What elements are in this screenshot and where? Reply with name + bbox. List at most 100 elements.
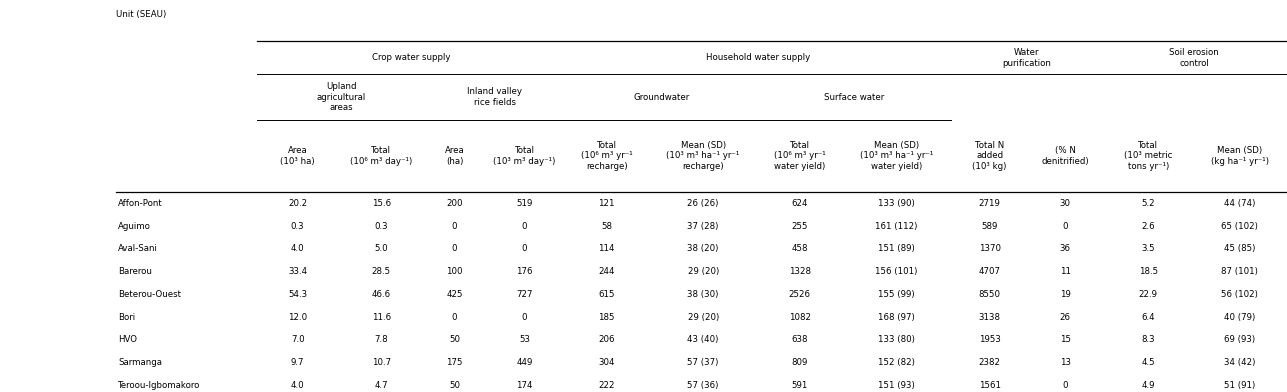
Text: 458: 458 xyxy=(792,245,808,253)
Text: 6.4: 6.4 xyxy=(1142,313,1154,321)
Text: 20.2: 20.2 xyxy=(288,199,308,208)
Text: 40 (79): 40 (79) xyxy=(1224,313,1256,321)
Text: Upland
agricultural
areas: Upland agricultural areas xyxy=(317,82,366,112)
Text: 1370: 1370 xyxy=(978,245,1000,253)
Text: 152 (82): 152 (82) xyxy=(878,358,915,367)
Text: 15: 15 xyxy=(1059,336,1071,344)
Text: 185: 185 xyxy=(598,313,615,321)
Text: Crop water supply: Crop water supply xyxy=(372,53,450,62)
Text: Mean (SD)
(kg ha⁻¹ yr⁻¹): Mean (SD) (kg ha⁻¹ yr⁻¹) xyxy=(1211,146,1269,165)
Text: 36: 36 xyxy=(1059,245,1071,253)
Text: 50: 50 xyxy=(449,381,459,390)
Text: 174: 174 xyxy=(516,381,533,390)
Text: Unit (SEAU): Unit (SEAU) xyxy=(116,10,166,19)
Text: 58: 58 xyxy=(601,222,613,230)
Text: 200: 200 xyxy=(447,199,463,208)
Text: 2382: 2382 xyxy=(978,358,1000,367)
Text: 176: 176 xyxy=(516,267,533,276)
Text: 0.3: 0.3 xyxy=(291,222,305,230)
Text: 7.0: 7.0 xyxy=(291,336,305,344)
Text: Inland valley
rice fields: Inland valley rice fields xyxy=(467,87,523,107)
Text: Total N
added
(10³ kg): Total N added (10³ kg) xyxy=(973,141,1006,171)
Text: 809: 809 xyxy=(792,358,808,367)
Text: Aguimo: Aguimo xyxy=(118,222,152,230)
Text: 1082: 1082 xyxy=(789,313,811,321)
Text: 0: 0 xyxy=(452,222,457,230)
Text: Area
(ha): Area (ha) xyxy=(445,146,465,165)
Text: 156 (101): 156 (101) xyxy=(875,267,918,276)
Text: 624: 624 xyxy=(792,199,808,208)
Text: Aval-Sani: Aval-Sani xyxy=(118,245,158,253)
Text: HVO: HVO xyxy=(118,336,138,344)
Text: 304: 304 xyxy=(598,358,615,367)
Text: 133 (90): 133 (90) xyxy=(878,199,915,208)
Text: 4.7: 4.7 xyxy=(375,381,389,390)
Text: 7.8: 7.8 xyxy=(375,336,389,344)
Text: 5.0: 5.0 xyxy=(375,245,389,253)
Text: 37 (28): 37 (28) xyxy=(687,222,719,230)
Text: 155 (99): 155 (99) xyxy=(878,290,915,299)
Text: 727: 727 xyxy=(516,290,533,299)
Text: 151 (93): 151 (93) xyxy=(878,381,915,390)
Text: 1953: 1953 xyxy=(978,336,1000,344)
Text: 87 (101): 87 (101) xyxy=(1221,267,1259,276)
Text: 19: 19 xyxy=(1059,290,1071,299)
Text: 100: 100 xyxy=(447,267,463,276)
Text: Total
(10⁶ m³ day⁻¹): Total (10⁶ m³ day⁻¹) xyxy=(350,146,412,165)
Text: 57 (37): 57 (37) xyxy=(687,358,719,367)
Text: Mean (SD)
(10³ m³ ha⁻¹ yr⁻¹
recharge): Mean (SD) (10³ m³ ha⁻¹ yr⁻¹ recharge) xyxy=(667,141,740,171)
Text: Total
(10³ m³ day⁻¹): Total (10³ m³ day⁻¹) xyxy=(493,146,556,165)
Text: 18.5: 18.5 xyxy=(1139,267,1158,276)
Text: 33.4: 33.4 xyxy=(288,267,308,276)
Text: 30: 30 xyxy=(1059,199,1071,208)
Text: 53: 53 xyxy=(519,336,530,344)
Text: 425: 425 xyxy=(447,290,463,299)
Text: 206: 206 xyxy=(598,336,615,344)
Text: 133 (80): 133 (80) xyxy=(878,336,915,344)
Text: 449: 449 xyxy=(516,358,533,367)
Text: 26: 26 xyxy=(1059,313,1071,321)
Text: 12.0: 12.0 xyxy=(288,313,308,321)
Text: (% N
denitrified): (% N denitrified) xyxy=(1041,146,1089,165)
Text: 3138: 3138 xyxy=(978,313,1000,321)
Text: Area
(10³ ha): Area (10³ ha) xyxy=(281,146,315,165)
Text: 589: 589 xyxy=(982,222,997,230)
Text: 4707: 4707 xyxy=(978,267,1000,276)
Text: 43 (40): 43 (40) xyxy=(687,336,719,344)
Text: 591: 591 xyxy=(792,381,808,390)
Text: 161 (112): 161 (112) xyxy=(875,222,918,230)
Text: 2719: 2719 xyxy=(978,199,1000,208)
Text: 8550: 8550 xyxy=(978,290,1000,299)
Text: Bori: Bori xyxy=(118,313,135,321)
Text: 175: 175 xyxy=(447,358,463,367)
Text: 255: 255 xyxy=(792,222,808,230)
Text: Mean (SD)
(10³ m³ ha⁻¹ yr⁻¹
water yield): Mean (SD) (10³ m³ ha⁻¹ yr⁻¹ water yield) xyxy=(860,141,933,171)
Text: Household water supply: Household water supply xyxy=(705,53,810,62)
Text: 0: 0 xyxy=(452,313,457,321)
Text: 9.7: 9.7 xyxy=(291,358,305,367)
Text: 244: 244 xyxy=(598,267,615,276)
Text: 114: 114 xyxy=(598,245,615,253)
Text: 28.5: 28.5 xyxy=(372,267,391,276)
Text: 22.9: 22.9 xyxy=(1139,290,1157,299)
Text: Beterou-Ouest: Beterou-Ouest xyxy=(118,290,181,299)
Text: 615: 615 xyxy=(598,290,615,299)
Text: 8.3: 8.3 xyxy=(1142,336,1154,344)
Text: 56 (102): 56 (102) xyxy=(1221,290,1259,299)
Text: Sarmanga: Sarmanga xyxy=(118,358,162,367)
Text: 50: 50 xyxy=(449,336,459,344)
Text: Total
(10⁶ m³ yr⁻¹
recharge): Total (10⁶ m³ yr⁻¹ recharge) xyxy=(580,141,632,171)
Text: Soil erosion
control: Soil erosion control xyxy=(1169,48,1219,67)
Text: 0: 0 xyxy=(1063,222,1068,230)
Text: 168 (97): 168 (97) xyxy=(878,313,915,321)
Text: Affon-Pont: Affon-Pont xyxy=(118,199,163,208)
Text: 2526: 2526 xyxy=(789,290,811,299)
Text: 15.6: 15.6 xyxy=(372,199,391,208)
Text: 29 (20): 29 (20) xyxy=(687,267,719,276)
Text: 0: 0 xyxy=(452,245,457,253)
Text: 519: 519 xyxy=(516,199,533,208)
Text: 29 (20): 29 (20) xyxy=(687,313,719,321)
Text: 4.0: 4.0 xyxy=(291,381,305,390)
Text: 51 (91): 51 (91) xyxy=(1224,381,1256,390)
Text: Total
(10³ metric
tons yr⁻¹): Total (10³ metric tons yr⁻¹) xyxy=(1124,141,1172,171)
